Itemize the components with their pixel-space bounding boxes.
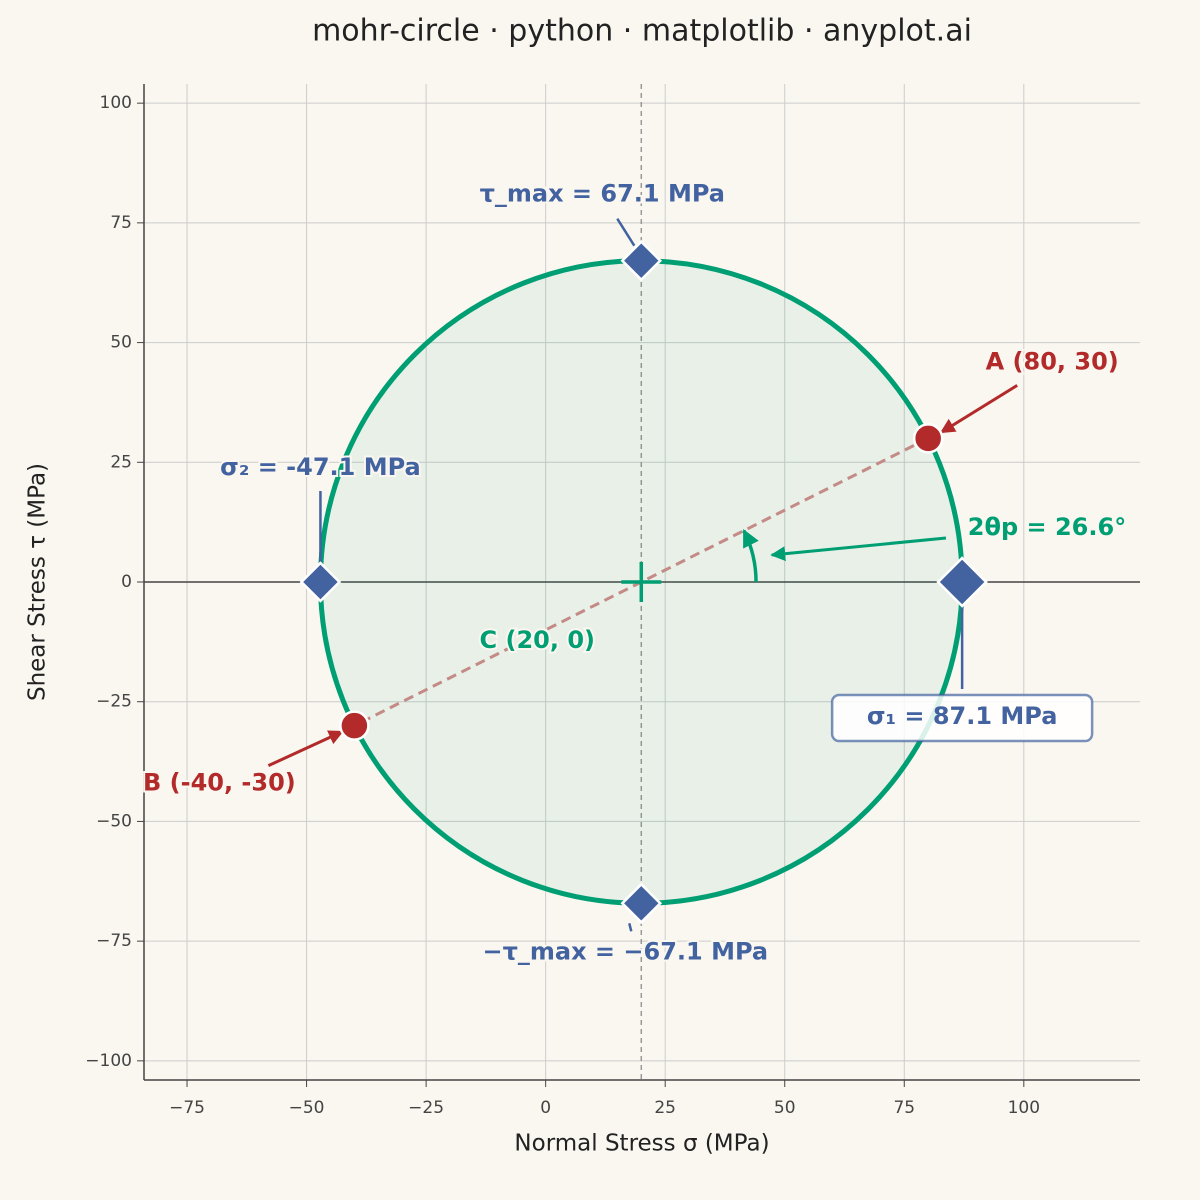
- angle-arc: [742, 529, 759, 583]
- principal-label: τ_max = 67.1 MPa: [480, 180, 725, 208]
- x-tick-label: −75: [169, 1098, 205, 1118]
- label-box: [830, 693, 1094, 743]
- x-tick-label: 100: [1008, 1098, 1040, 1118]
- stress-point: [912, 423, 944, 454]
- angle-arrow: [770, 536, 947, 562]
- point-arrow: [939, 384, 1018, 434]
- y-tick-label: −100: [85, 1051, 132, 1071]
- y-tick-label: −50: [96, 811, 132, 831]
- y-tick-label: 75: [110, 213, 132, 233]
- x-axis-label: Normal Stress σ (MPa): [514, 1131, 769, 1157]
- center-marker: [621, 562, 662, 602]
- principal-label: −τ_max = −67.1 MPa: [482, 937, 768, 965]
- x-tick-label: 25: [654, 1098, 676, 1118]
- x-tick-label: 50: [774, 1098, 796, 1118]
- y-tick-label: −75: [96, 931, 132, 951]
- x-tick-label: −50: [289, 1098, 325, 1118]
- principal-point: [299, 561, 342, 603]
- principal-point: [620, 882, 663, 925]
- y-tick-label: 0: [121, 572, 132, 592]
- x-tick-label: 0: [540, 1098, 551, 1118]
- center-label: C (20, 0): [480, 626, 595, 654]
- x-tick-label: −25: [408, 1098, 444, 1118]
- principal-arrow: [616, 218, 636, 247]
- principal-point: [936, 556, 988, 608]
- principal-arrow: [628, 923, 633, 932]
- y-tick-label: −25: [96, 692, 132, 712]
- chart-title: mohr-circle · python · matplotlib · anyp…: [312, 14, 972, 49]
- principal-point: [620, 239, 663, 282]
- point-label: B (-40, -30): [143, 769, 296, 797]
- principal-label: σ₂ = -47.1 MPa: [220, 453, 421, 481]
- point-arrow: [267, 730, 344, 768]
- y-tick-label: 100: [100, 93, 132, 113]
- y-tick-label: 25: [110, 452, 132, 472]
- x-tick-label: 75: [893, 1098, 915, 1118]
- point-label: A (80, 30): [986, 347, 1119, 375]
- angle-label: 2θp = 26.6°: [968, 513, 1126, 541]
- y-tick-label: 50: [110, 333, 132, 353]
- stress-point: [339, 710, 370, 741]
- principal-label: σ₁ = 87.1 MPa: [867, 702, 1058, 730]
- y-axis-label: Shear Stress τ (MPa): [25, 463, 51, 701]
